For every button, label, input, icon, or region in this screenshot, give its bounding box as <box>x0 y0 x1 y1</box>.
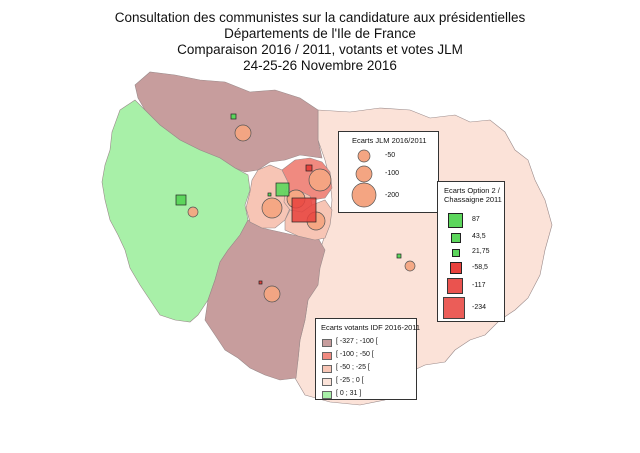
option2-square-seine-et-marne <box>396 253 402 259</box>
legend-option2-square-2 <box>451 233 461 243</box>
legend-jlm-circle-medium <box>355 165 373 183</box>
map-title: Consultation des communistes sur la cand… <box>0 10 640 74</box>
option2-square-essonne <box>258 280 263 285</box>
title-line-4: 24-25-26 Novembre 2016 <box>243 58 397 73</box>
option2-square-paris <box>291 197 317 223</box>
legend-jlm-label-1: -50 <box>385 152 396 159</box>
legend-option2: Ecarts Option 2 / Chassaigne 2011 87 43,… <box>437 181 505 322</box>
legend-jlm-label-2: -100 <box>385 170 400 177</box>
legend-option2-square-6 <box>443 297 465 319</box>
legend-option2-label-3: 21,75 <box>472 248 490 255</box>
jlm-circle-val-d-oise <box>234 124 252 142</box>
legend-option2-square-1 <box>448 213 463 228</box>
title-line-3: Comparaison 2016 / 2011, votants et vote… <box>177 42 463 57</box>
department-essonne <box>204 219 326 381</box>
jlm-circle-seine-et-marne <box>404 260 416 272</box>
option2-square-seine-saint-denis <box>305 164 313 172</box>
legend-votants-label-3: [ -50 ; -25 [ <box>336 364 370 371</box>
legend-votants: Ecarts votants IDF 2016-2011 [ -327 ; -1… <box>315 318 421 400</box>
jlm-circle-seine-saint-denis <box>308 168 332 192</box>
legend-jlm-label-3: -200 <box>385 192 400 199</box>
jlm-circle-essonne <box>263 285 281 303</box>
legend-option2-label-5: -117 <box>472 282 486 289</box>
legend-votants-label-2: [ -100 ; -50 [ <box>336 351 374 358</box>
option2-square-yvelines <box>175 194 187 206</box>
legend-votants-swatch-4 <box>322 378 332 386</box>
legend-jlm-title: Ecarts JLM 2016/2011 <box>352 136 427 145</box>
legend-jlm: Ecarts JLM 2016/2011 -50 -100 -200 <box>338 131 439 213</box>
option2-square-val-de-marne <box>267 192 272 197</box>
legend-option2-square-4 <box>450 262 462 274</box>
legend-votants-swatch-3 <box>322 365 332 373</box>
legend-votants-title: Ecarts votants IDF 2016-2011 <box>321 323 421 332</box>
legend-option2-title-1: Ecarts Option 2 / <box>444 186 500 195</box>
title-line-1: Consultation des communistes sur la cand… <box>114 10 526 25</box>
legend-votants-label-5: [ 0 ; 31 ] <box>336 390 362 397</box>
legend-option2-title-2: Chassaigne 2011 <box>444 195 502 204</box>
legend-votants-label-1: [ -327 ; -100 [ <box>336 338 378 345</box>
legend-votants-swatch-5 <box>322 391 332 399</box>
jlm-circle-hauts-de-seine <box>261 197 283 219</box>
legend-votants-label-4: [ -25 ; 0 [ <box>336 377 364 384</box>
option2-square-val-d-oise <box>230 113 237 120</box>
legend-option2-square-3 <box>452 249 460 257</box>
jlm-circle-yvelines <box>187 206 199 218</box>
legend-jlm-symbols <box>351 149 377 208</box>
legend-jlm-circle-large <box>351 182 377 208</box>
legend-option2-label-4: -58,5 <box>472 264 488 271</box>
option2-square-hauts-de-seine <box>275 182 290 197</box>
department-hauts-de-seine <box>245 164 291 229</box>
option2-symbols <box>175 113 402 285</box>
legend-option2-label-2: 43,5 <box>472 233 486 240</box>
legend-votants-swatch-1 <box>322 339 332 347</box>
legend-votants-swatch-2 <box>322 352 332 360</box>
legend-option2-label-1: 87 <box>472 216 480 223</box>
legend-option2-square-5 <box>447 278 463 294</box>
title-line-2: Départements de l'Ile de France <box>224 26 416 41</box>
legend-option2-label-6: -234 <box>472 304 487 311</box>
legend-jlm-circle-small <box>357 149 371 163</box>
